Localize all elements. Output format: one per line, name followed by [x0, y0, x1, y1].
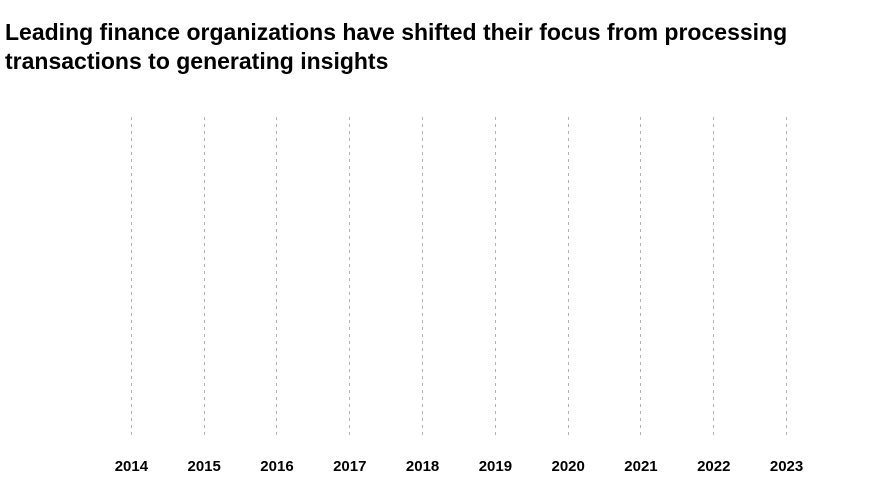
vertical-dashed-gridline [276, 117, 278, 438]
vertical-dashed-gridline [349, 117, 351, 438]
vertical-dashed-gridline [713, 117, 715, 438]
gridline-column: 2023 [750, 117, 823, 477]
x-axis-tick-label: 2019 [478, 458, 513, 475]
gridline-column: 2022 [677, 117, 750, 477]
gridline-column: 2015 [168, 117, 241, 477]
x-axis-tick-label: 2023 [769, 458, 804, 475]
vertical-dashed-gridline [130, 117, 132, 438]
chart-title: Leading finance organizations have shift… [5, 18, 865, 76]
x-axis-tick-label: 2016 [260, 458, 294, 475]
gridline-column: 2017 [313, 117, 386, 477]
chart-title-line-2: transactions to generating insights [5, 48, 389, 74]
gridline-column: 2019 [459, 117, 532, 477]
chart-title-line-1: Leading finance organizations have shift… [5, 19, 788, 45]
gridline-column: 2020 [532, 117, 605, 477]
x-axis-tick-label: 2015 [187, 458, 221, 475]
vertical-dashed-gridline [786, 117, 788, 438]
vertical-dashed-gridline [640, 117, 642, 438]
vertical-dashed-gridline [567, 117, 569, 438]
x-axis-tick-label: 2018 [405, 458, 440, 475]
x-axis-tick-label: 2020 [551, 458, 585, 475]
vertical-dashed-gridline [422, 117, 424, 438]
x-axis-tick-label: 2021 [624, 458, 658, 475]
x-axis-tick-label: 2014 [114, 458, 149, 475]
x-axis-tick-label: 2017 [333, 458, 367, 475]
gridline-column: 2018 [386, 117, 459, 477]
gridline-column: 2014 [95, 117, 168, 477]
x-axis-tick-label: 2022 [697, 458, 731, 475]
x-axis-columns: 2014 2015 2016 2017 2018 2019 2020 2021 2022 2023 [95, 117, 823, 477]
gridline-column: 2016 [241, 117, 314, 477]
vertical-dashed-gridline [494, 117, 496, 438]
chart-plot-area: 2014 2015 2016 2017 2018 2019 2020 2021 2022 2023 [95, 117, 823, 477]
gridline-column: 2021 [605, 117, 678, 477]
vertical-dashed-gridline [203, 117, 205, 438]
